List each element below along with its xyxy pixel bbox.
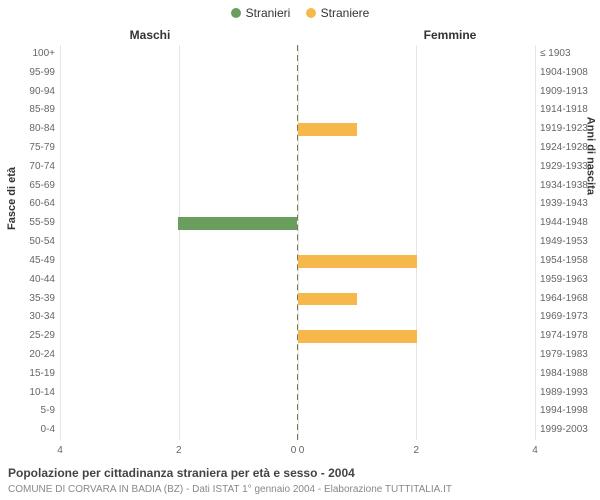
age-row: 65-691934-1938 [60,177,535,196]
chart-subtitle: COMUNE DI CORVARA IN BADIA (BZ) - Dati I… [8,484,452,495]
year-label: 1949-1953 [540,233,600,252]
age-row: 60-641939-1943 [60,195,535,214]
legend-dot-male [231,8,241,18]
age-row: 50-541949-1953 [60,233,535,252]
age-label: 40-44 [5,271,55,290]
year-label: 1979-1983 [540,346,600,365]
year-label: 1994-1998 [540,402,600,421]
age-row: 90-941909-1913 [60,83,535,102]
year-label: 1959-1963 [540,271,600,290]
bar-female [298,123,357,136]
age-row: 10-141989-1993 [60,384,535,403]
year-label: 1944-1948 [540,214,600,233]
grid-line [535,45,536,440]
age-label: 0-4 [5,421,55,440]
year-label: 1929-1933 [540,158,600,177]
x-tick: 0 [291,445,297,456]
year-label: 1934-1938 [540,177,600,196]
year-label: 1924-1928 [540,139,600,158]
year-label: 1914-1918 [540,101,600,120]
bar-female [298,255,417,268]
age-label: 80-84 [5,120,55,139]
age-label: 55-59 [5,214,55,233]
age-label: 60-64 [5,195,55,214]
legend-item-male: Stranieri [231,6,291,20]
year-label: 1904-1908 [540,64,600,83]
age-label: 15-19 [5,365,55,384]
age-row: 35-391964-1968 [60,290,535,309]
age-label: 70-74 [5,158,55,177]
year-label: 1999-2003 [540,421,600,440]
panel-title-female: Femmine [300,28,600,42]
age-label: 45-49 [5,252,55,271]
age-label: 75-79 [5,139,55,158]
panel-title-male: Maschi [0,28,300,42]
age-label: 65-69 [5,177,55,196]
year-label: 1954-1958 [540,252,600,271]
year-label: 1939-1943 [540,195,600,214]
bar-male [178,217,297,230]
age-row: 55-591944-1948 [60,214,535,233]
year-label: ≤ 1903 [540,45,600,64]
age-row: 45-491954-1958 [60,252,535,271]
age-row: 75-791924-1928 [60,139,535,158]
x-tick: 4 [57,445,63,456]
age-row: 25-291974-1978 [60,327,535,346]
age-row: 100+≤ 1903 [60,45,535,64]
year-label: 1984-1988 [540,365,600,384]
age-row: 85-891914-1918 [60,101,535,120]
chart-title: Popolazione per cittadinanza straniera p… [8,466,355,480]
age-label: 5-9 [5,402,55,421]
age-row: 80-841919-1923 [60,120,535,139]
age-row: 0-41999-2003 [60,421,535,440]
age-label: 100+ [5,45,55,64]
age-row: 95-991904-1908 [60,64,535,83]
year-label: 1919-1923 [540,120,600,139]
age-label: 20-24 [5,346,55,365]
age-label: 30-34 [5,308,55,327]
bar-female [298,293,357,306]
age-row: 40-441959-1963 [60,271,535,290]
legend-label-female: Straniere [321,6,370,20]
age-label: 50-54 [5,233,55,252]
year-label: 1964-1968 [540,290,600,309]
age-row: 15-191984-1988 [60,365,535,384]
year-label: 1974-1978 [540,327,600,346]
x-tick: 4 [532,445,538,456]
bar-female [298,330,417,343]
x-tick: 2 [176,445,182,456]
age-label: 35-39 [5,290,55,309]
x-tick: 2 [413,445,419,456]
plot-area: 100+≤ 190395-991904-190890-941909-191385… [60,45,535,440]
legend-item-female: Straniere [306,6,370,20]
age-label: 85-89 [5,101,55,120]
legend-label-male: Stranieri [246,6,291,20]
legend-dot-female [306,8,316,18]
age-row: 5-91994-1998 [60,402,535,421]
year-label: 1909-1913 [540,83,600,102]
age-row: 20-241979-1983 [60,346,535,365]
population-pyramid-chart: Stranieri Straniere Maschi Femmine Fasce… [0,0,600,500]
year-label: 1969-1973 [540,308,600,327]
year-label: 1989-1993 [540,384,600,403]
legend: Stranieri Straniere [0,6,600,21]
age-label: 95-99 [5,64,55,83]
age-label: 90-94 [5,83,55,102]
age-row: 30-341969-1973 [60,308,535,327]
age-label: 25-29 [5,327,55,346]
x-tick: 0 [299,445,305,456]
age-label: 10-14 [5,384,55,403]
age-row: 70-741929-1933 [60,158,535,177]
